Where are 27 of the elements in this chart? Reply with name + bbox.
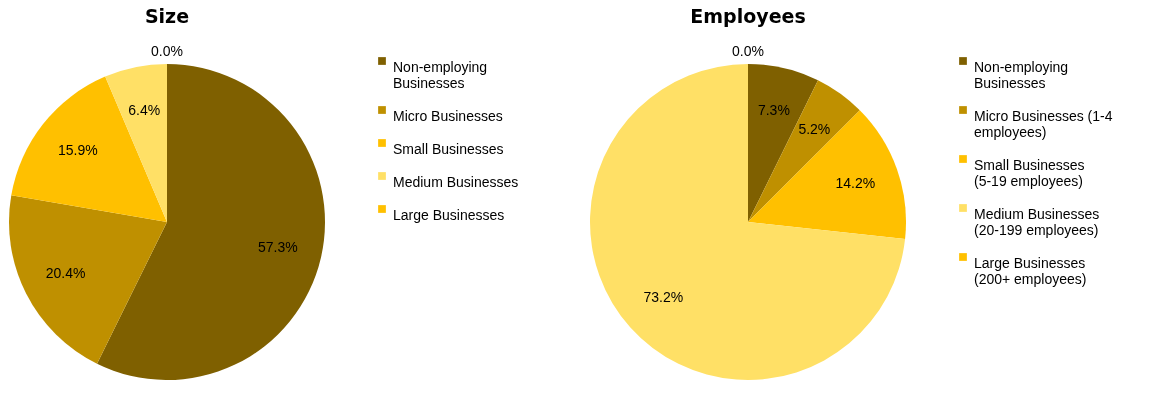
pie-slice [97,64,325,380]
data-label: 15.9% [57,142,98,159]
pie-slice [11,76,167,222]
legend-label: Medium Businesses [393,174,519,190]
legend-label: Large Businesses (200+ employees) [974,255,1087,287]
legend-label: Medium Businesses (20-199 employees) [974,206,1100,238]
legend-label: Small Businesses [393,141,504,157]
legend-label: Small Businesses (5-19 employees) [974,157,1085,189]
text: 0.0% [732,43,764,59]
text: 0.0% [151,43,183,59]
pie-slice [590,64,906,380]
legend-label: Non-employing Businesses [393,59,488,91]
data-label: 20.4% [45,264,86,281]
chart-title: Employees [690,5,806,27]
data-label: 73.2% [643,288,684,305]
data-label: 5.2% [798,120,831,137]
data-label: 7.3% [757,102,790,119]
data-label: 6.4% [128,101,161,118]
legend-label: Micro Businesses [393,108,503,124]
data-label: 14.2% [835,175,876,192]
pie-slice [105,64,167,222]
legend-label: Non-employing Businesses [974,59,1069,91]
legend-label: Large Businesses [393,207,505,223]
legend-label: Micro Businesses (1-4 employees) [974,108,1113,140]
data-label: 57.3% [257,238,298,255]
pie-slice [9,195,167,364]
chart-title: Size [144,5,190,27]
